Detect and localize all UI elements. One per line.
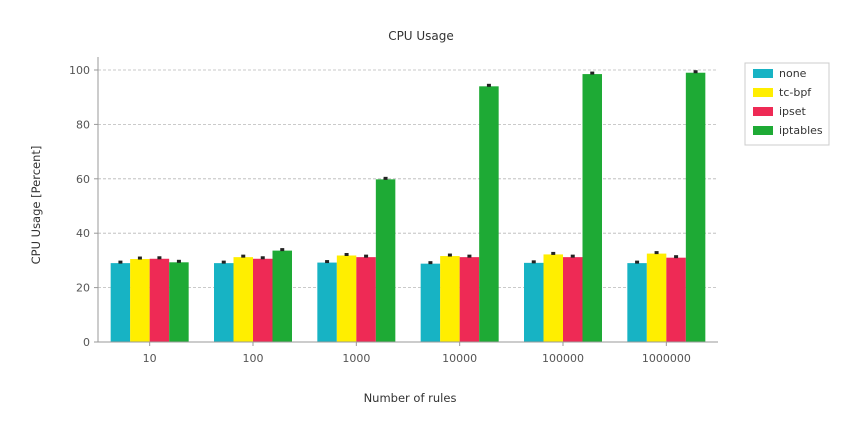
error-marker bbox=[531, 260, 536, 264]
error-marker bbox=[260, 256, 265, 260]
x-tick-label: 100 bbox=[243, 352, 264, 365]
error-marker bbox=[118, 260, 123, 264]
y-tick-label: 100 bbox=[69, 64, 90, 77]
x-tick-label: 1000 bbox=[342, 352, 370, 365]
x-axis-label: Number of rules bbox=[364, 391, 457, 405]
legend-swatch-none bbox=[753, 69, 773, 78]
bar-none-100 bbox=[214, 263, 234, 342]
error-marker bbox=[344, 253, 349, 257]
error-marker bbox=[486, 83, 491, 87]
x-tick-label: 10 bbox=[143, 352, 157, 365]
bar-ipset-100000 bbox=[563, 257, 583, 342]
bar-iptables-1000 bbox=[375, 179, 396, 342]
error-marker bbox=[280, 248, 285, 252]
legend-swatch-ipset bbox=[753, 107, 773, 116]
legend-label-ipset: ipset bbox=[779, 105, 807, 118]
legend: none tc-bpf ipset iptables bbox=[744, 62, 830, 146]
error-marker bbox=[693, 70, 698, 74]
bar-iptables-10 bbox=[169, 262, 189, 342]
bar-tc-bpf-10000 bbox=[440, 256, 460, 342]
bar-tc-bpf-100000 bbox=[543, 254, 563, 342]
y-axis-label: CPU Usage [Percent] bbox=[29, 146, 43, 265]
bar-none-1000000 bbox=[627, 263, 647, 342]
error-marker bbox=[590, 71, 595, 75]
error-marker bbox=[467, 254, 472, 258]
chart-title: CPU Usage bbox=[388, 29, 454, 43]
y-tick-label: 40 bbox=[76, 227, 90, 240]
error-marker bbox=[674, 255, 679, 259]
bar-ipset-1000 bbox=[356, 257, 376, 342]
error-marker bbox=[241, 254, 246, 258]
bar-none-1000 bbox=[317, 262, 337, 342]
error-marker bbox=[157, 256, 162, 260]
bar-tc-bpf-10 bbox=[130, 259, 150, 342]
legend-label-iptables: iptables bbox=[779, 124, 823, 137]
error-marker bbox=[325, 260, 330, 264]
error-marker bbox=[383, 176, 388, 180]
y-tick-label: 60 bbox=[76, 173, 90, 186]
legend-label-none: none bbox=[779, 67, 807, 80]
bar-none-100000 bbox=[524, 262, 544, 342]
bar-ipset-100 bbox=[253, 258, 273, 342]
bar-ipset-10000 bbox=[459, 257, 480, 342]
y-tick-label: 0 bbox=[83, 336, 90, 349]
axes: 0 20 40 60 80 100 10 100 1000 10000 100000 1000000 bbox=[69, 57, 718, 365]
error-marker bbox=[570, 254, 575, 258]
gridlines bbox=[98, 69, 718, 289]
bar-tc-bpf-100 bbox=[233, 257, 253, 342]
error-marker bbox=[221, 260, 226, 264]
error-marker bbox=[428, 261, 433, 265]
bar-none-10 bbox=[110, 263, 131, 342]
x-tick-label: 100000 bbox=[542, 352, 584, 365]
error-marker bbox=[654, 251, 659, 255]
legend-swatch-tc-bpf bbox=[753, 88, 773, 97]
bar-iptables-10000 bbox=[479, 86, 499, 342]
x-tick-label: 10000 bbox=[442, 352, 477, 365]
error-marker bbox=[551, 251, 556, 255]
bar-tc-bpf-1000 bbox=[336, 255, 357, 342]
bar-tc-bpf-1000000 bbox=[646, 253, 667, 342]
bar-ipset-1000000 bbox=[666, 257, 686, 342]
bar-iptables-100000 bbox=[582, 74, 602, 342]
y-tick-label: 20 bbox=[76, 282, 90, 295]
bar-iptables-100 bbox=[272, 250, 292, 342]
bar-iptables-1000000 bbox=[685, 72, 706, 342]
bar-none-10000 bbox=[420, 263, 441, 342]
x-tick-label: 1000000 bbox=[642, 352, 691, 365]
error-marker bbox=[447, 253, 452, 257]
bar-ipset-10 bbox=[149, 258, 170, 342]
error-marker bbox=[364, 254, 369, 258]
legend-swatch-iptables bbox=[753, 126, 773, 135]
legend-label-tc-bpf: tc-bpf bbox=[779, 86, 812, 99]
error-marker bbox=[176, 259, 181, 263]
error-marker bbox=[635, 260, 640, 264]
y-tick-label: 80 bbox=[76, 118, 90, 131]
error-marker bbox=[137, 256, 142, 260]
bars bbox=[110, 70, 706, 342]
